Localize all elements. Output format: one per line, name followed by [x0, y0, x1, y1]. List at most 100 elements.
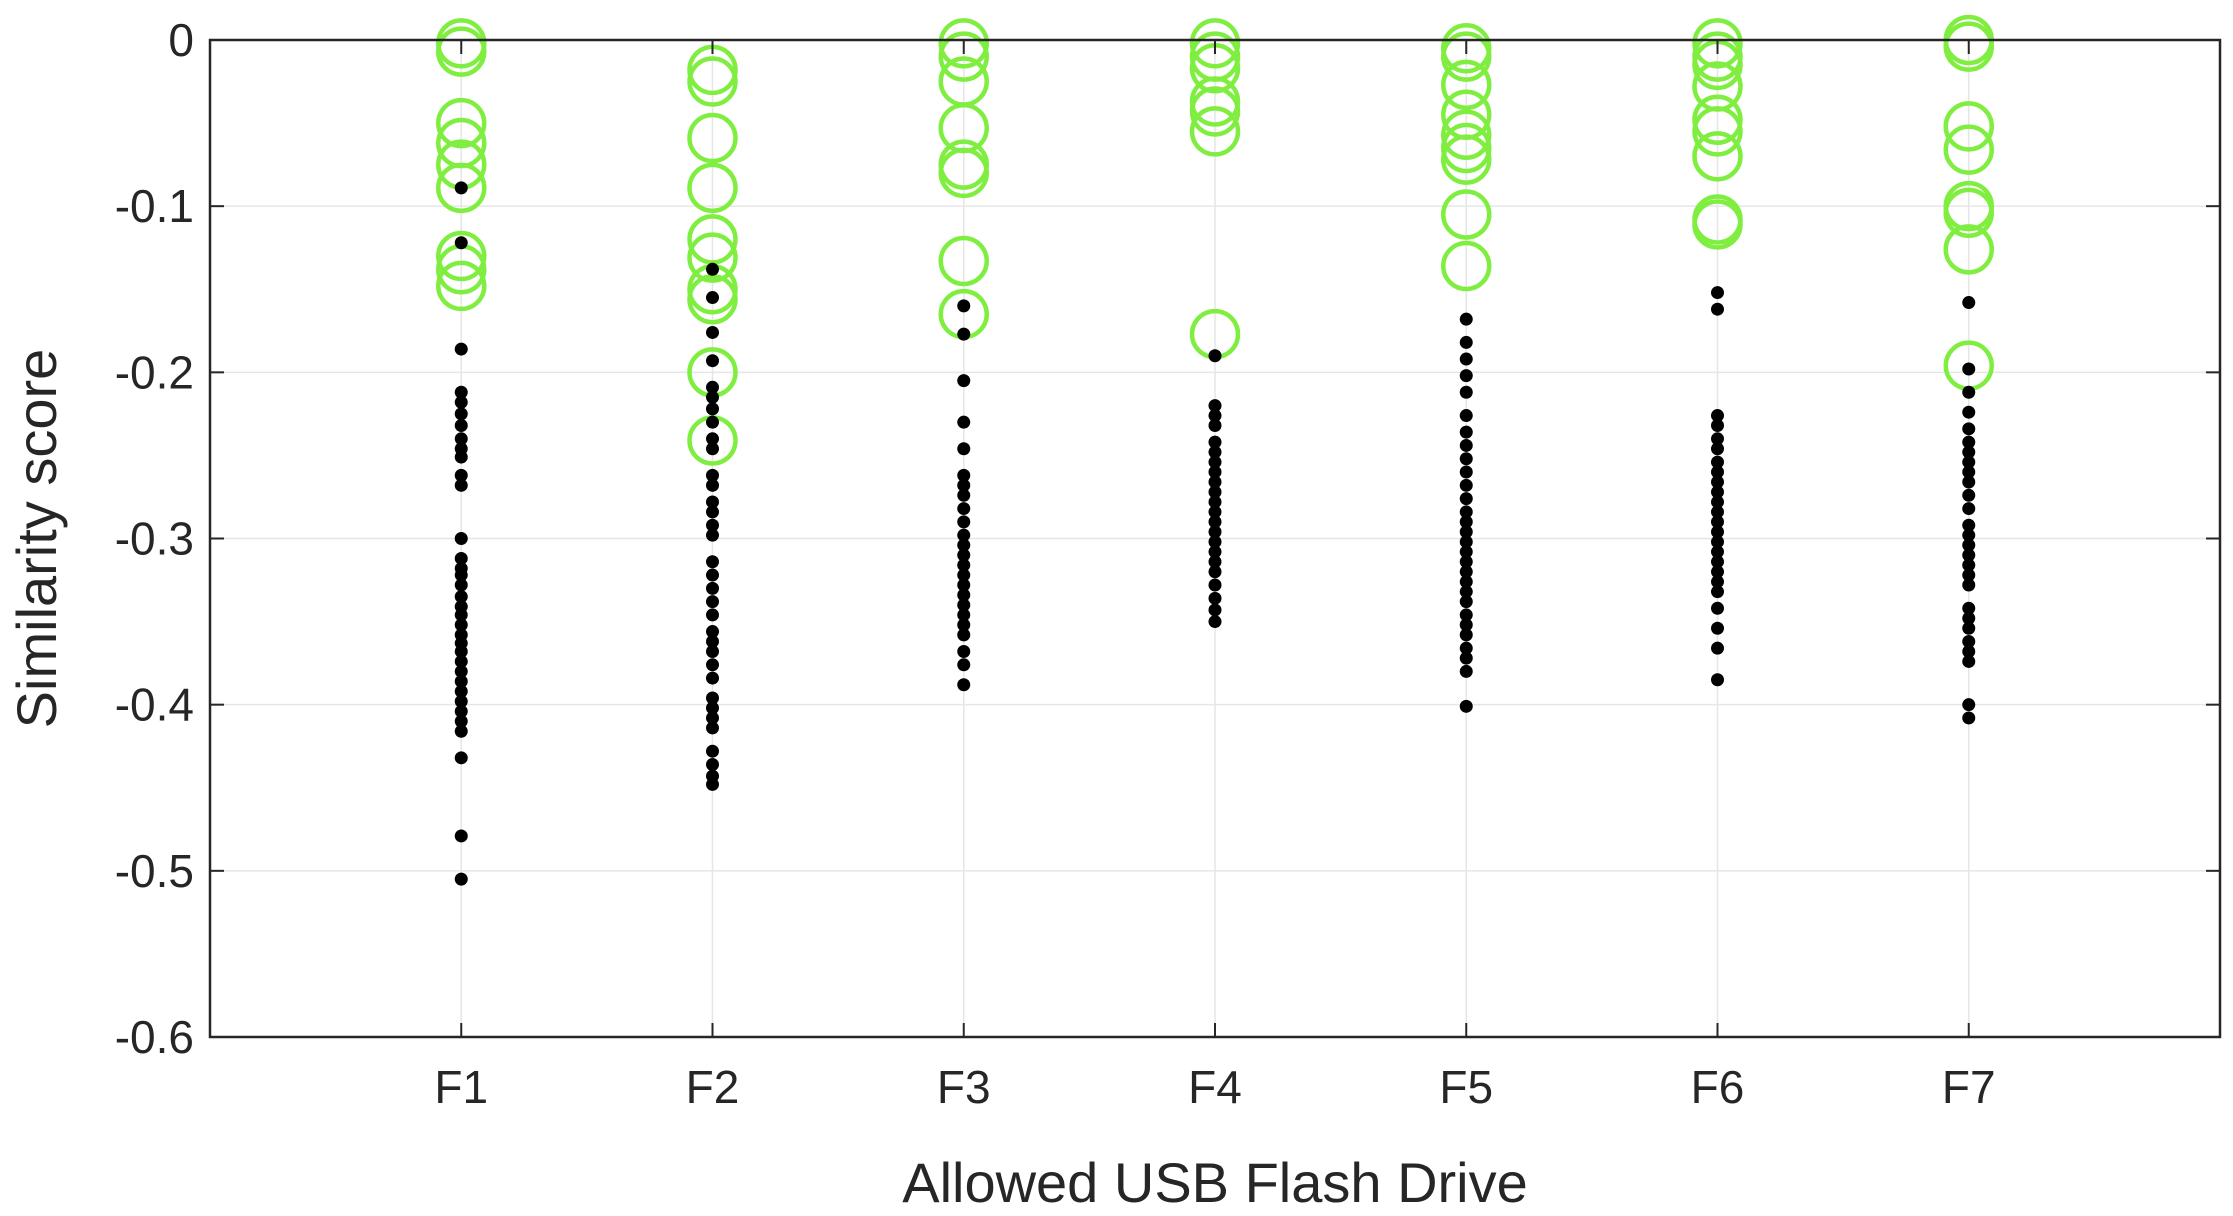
data-point [1711, 485, 1724, 499]
data-point [1459, 565, 1473, 579]
data-point-circle [1692, 106, 1743, 157]
data-point [1962, 465, 1976, 479]
data-point [706, 581, 719, 595]
data-point [1459, 505, 1473, 519]
data-point [957, 515, 971, 529]
tick-labels: 0 -0.1 -0.2 -0.3 -0.4 -0.5 -0.6 F1 F2 F3 F4 F5 F6 F7 [115, 14, 1996, 1113]
data-point-circle [1692, 199, 1743, 250]
data-point [454, 684, 468, 698]
data-point [1459, 409, 1473, 423]
data-point [1711, 286, 1724, 300]
data-point [957, 644, 971, 658]
data-point [706, 691, 719, 705]
data-point-circle [938, 235, 989, 287]
data-point [706, 518, 719, 532]
data-point [1962, 422, 1976, 436]
data-point [957, 608, 971, 622]
data-point [1208, 505, 1222, 519]
data-point [1962, 621, 1976, 635]
data-point [454, 568, 468, 582]
data-point [1208, 485, 1222, 499]
data-point [957, 588, 971, 602]
x-tick-label: F1 [434, 1061, 488, 1113]
y-axis-title: Similarity score [5, 349, 68, 729]
data-point-circle [436, 26, 487, 77]
data-point [1711, 409, 1724, 423]
data-point [1711, 505, 1724, 519]
data-point [454, 551, 468, 565]
data-point [957, 374, 971, 388]
data-point [1711, 455, 1724, 469]
data-point-circle [1943, 101, 1994, 152]
data-point [1962, 635, 1976, 649]
data-point [454, 872, 468, 886]
data-point [1208, 565, 1222, 579]
data-point [454, 419, 468, 433]
data-point [706, 568, 719, 582]
data-point [1459, 369, 1473, 383]
data-point [706, 390, 719, 404]
data-point [957, 478, 971, 492]
data-point [1459, 545, 1473, 559]
data-point [1208, 615, 1222, 629]
data-point [957, 502, 971, 516]
data-point [454, 664, 468, 678]
data-point [1459, 492, 1473, 506]
data-point [1962, 296, 1976, 310]
data-point [706, 442, 719, 456]
data-point [1459, 335, 1473, 349]
data-point [706, 354, 719, 368]
data-point [1962, 601, 1976, 615]
data-point [706, 325, 719, 339]
data-point-circle [436, 97, 487, 149]
data-point [454, 674, 468, 688]
data-point [1962, 654, 1976, 668]
data-point-circle [1189, 106, 1241, 157]
data-point [454, 478, 468, 492]
data-point [1962, 698, 1976, 712]
data-point-circle [1692, 18, 1743, 69]
data-point [1711, 432, 1724, 446]
data-point [706, 608, 719, 622]
data-point [1208, 535, 1222, 549]
data-point [1962, 578, 1976, 592]
data-point-circle [1441, 240, 1492, 292]
data-point-circle [687, 273, 738, 325]
data-point [957, 327, 971, 341]
data-point [957, 658, 971, 672]
data-point [1711, 545, 1724, 559]
data-point [957, 678, 971, 692]
data-point [1459, 651, 1473, 665]
data-point [1962, 502, 1976, 516]
data-point [1962, 518, 1976, 532]
data-point [454, 644, 468, 658]
data-point [1208, 419, 1222, 433]
data-point [1459, 595, 1473, 609]
data-point [1208, 445, 1222, 459]
data-point [1711, 419, 1724, 433]
x-tick-label: F3 [937, 1061, 991, 1113]
data-point [706, 478, 719, 492]
data-point [1962, 435, 1976, 449]
data-point [706, 644, 719, 658]
data-point [1962, 445, 1976, 459]
data-point-circle [687, 162, 738, 214]
data-point-circle [687, 112, 738, 164]
data-point [454, 590, 468, 604]
data-point-circle [1441, 189, 1492, 240]
x-tick-label: F4 [1188, 1061, 1242, 1113]
data-point [1962, 558, 1976, 572]
data-point [706, 495, 719, 509]
data-point [454, 450, 468, 464]
data-point-circle [436, 162, 487, 214]
data-point [957, 598, 971, 612]
data-point-circle [687, 214, 738, 265]
data-point [957, 558, 971, 572]
y-tick-label: -0.6 [115, 1011, 194, 1063]
data-point [1459, 525, 1473, 539]
data-point [1711, 601, 1724, 615]
data-point [1711, 555, 1724, 569]
data-point [1711, 535, 1724, 549]
data-point [454, 608, 468, 622]
data-point [706, 432, 719, 446]
